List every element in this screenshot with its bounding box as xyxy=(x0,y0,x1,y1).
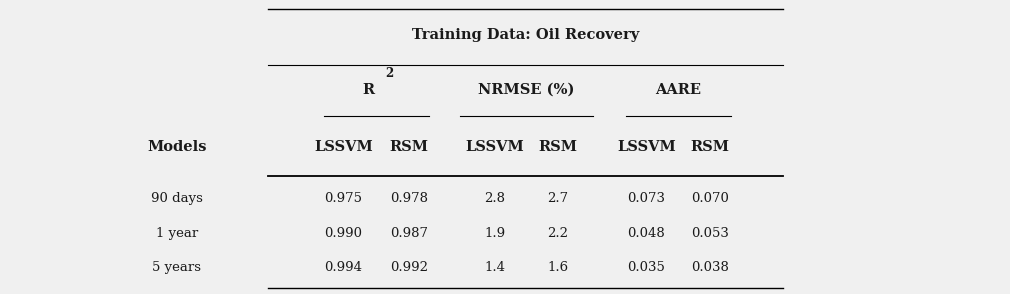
Text: 0.994: 0.994 xyxy=(324,261,363,274)
Text: 1.9: 1.9 xyxy=(485,227,505,240)
Text: 0.992: 0.992 xyxy=(390,261,428,274)
Text: 1.6: 1.6 xyxy=(547,261,568,274)
Text: 2.2: 2.2 xyxy=(547,227,568,240)
Text: 2.8: 2.8 xyxy=(485,192,505,205)
Text: 0.987: 0.987 xyxy=(390,227,428,240)
Text: LSSVM: LSSVM xyxy=(314,140,373,154)
Text: LSSVM: LSSVM xyxy=(466,140,524,154)
Text: 0.048: 0.048 xyxy=(627,227,666,240)
Text: AARE: AARE xyxy=(655,83,701,97)
Text: 2: 2 xyxy=(385,67,394,80)
Text: Models: Models xyxy=(147,140,206,154)
Text: RSM: RSM xyxy=(691,140,729,154)
Text: 1 year: 1 year xyxy=(156,227,198,240)
Text: 5 years: 5 years xyxy=(153,261,201,274)
Text: RSM: RSM xyxy=(390,140,428,154)
Text: 0.975: 0.975 xyxy=(324,192,363,205)
Text: LSSVM: LSSVM xyxy=(617,140,676,154)
Text: 0.990: 0.990 xyxy=(324,227,363,240)
Text: 0.038: 0.038 xyxy=(691,261,729,274)
Text: 90 days: 90 days xyxy=(150,192,203,205)
Text: RSM: RSM xyxy=(538,140,577,154)
Text: 2.7: 2.7 xyxy=(547,192,568,205)
Text: 0.978: 0.978 xyxy=(390,192,428,205)
Text: 0.070: 0.070 xyxy=(691,192,729,205)
Text: 0.073: 0.073 xyxy=(627,192,666,205)
Text: R: R xyxy=(362,83,375,97)
Text: NRMSE (%): NRMSE (%) xyxy=(478,83,575,97)
Text: 0.035: 0.035 xyxy=(627,261,666,274)
Text: 0.053: 0.053 xyxy=(691,227,729,240)
Text: 1.4: 1.4 xyxy=(485,261,505,274)
Text: Training Data: Oil Recovery: Training Data: Oil Recovery xyxy=(412,28,639,42)
